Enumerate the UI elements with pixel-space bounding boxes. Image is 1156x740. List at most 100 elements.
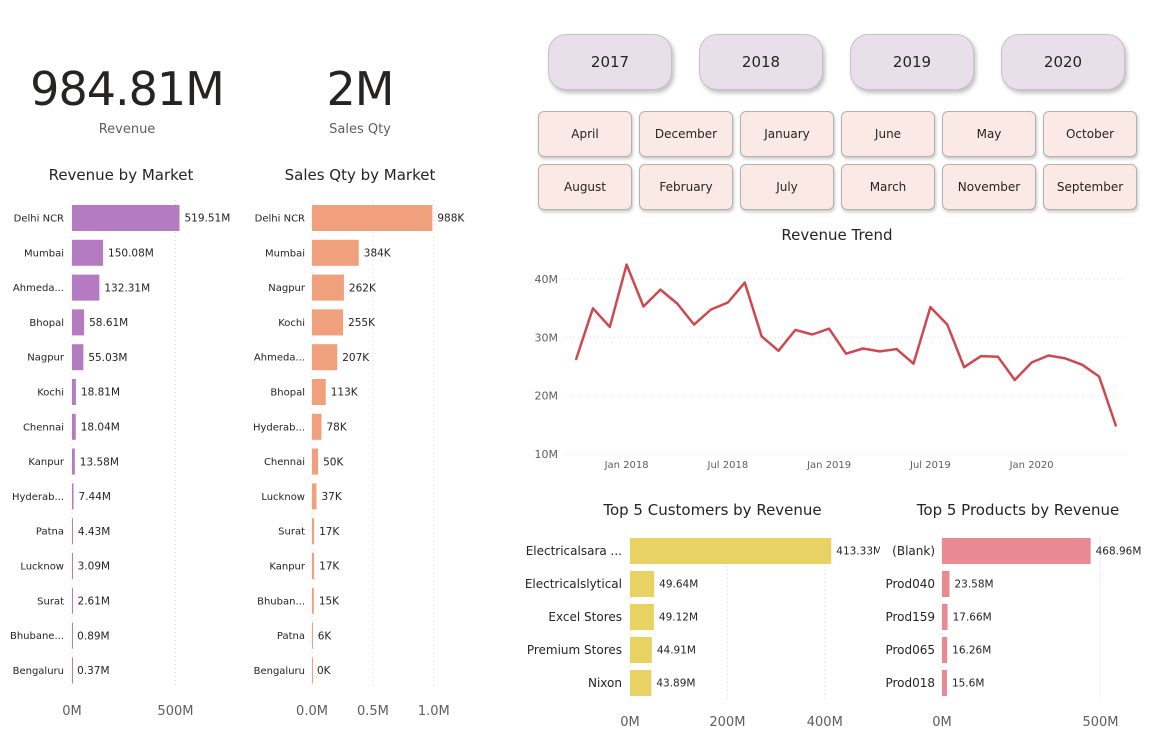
year-button-2018[interactable]: 2018 (699, 34, 823, 90)
trend-y-tick-label: 40M (535, 273, 559, 286)
salesqty-market-value-label: 78K (327, 421, 348, 433)
month-button-september[interactable]: September (1043, 164, 1137, 210)
trend-y-tick-label: 20M (535, 390, 559, 403)
year-button-2017[interactable]: 2017 (548, 34, 672, 90)
revenue-market-bar (72, 239, 104, 266)
salesqty-market-category-label: Kanpur (269, 562, 306, 573)
salesqty-market-value-label: 255K (348, 317, 376, 329)
revenue-market-category-label: Mumbai (24, 248, 64, 259)
revenue-market-value-label: 519.51M (184, 213, 230, 225)
salesqty-market-value-label: 6K (318, 630, 333, 642)
trend-y-tick-label: 30M (535, 331, 559, 344)
salesqty-market-bar (312, 274, 344, 301)
trend-x-tick-label: Jul 2018 (707, 460, 749, 471)
month-button-february[interactable]: February (639, 164, 733, 210)
revenue-market-value-label: 3.09M (78, 561, 110, 573)
product-bar (942, 538, 1091, 564)
salesqty-market-category-label: Bhuban... (257, 596, 305, 607)
revenue-market-bar (72, 205, 180, 231)
trend-x-tick-label: Jan 2020 (1009, 460, 1054, 471)
revenue-market-bar (72, 587, 73, 614)
trend-point (980, 355, 982, 357)
salesqty-market-value-label: 384K (364, 247, 392, 259)
year-button-2020[interactable]: 2020 (1001, 34, 1125, 90)
month-button-december[interactable]: December (639, 111, 733, 157)
year-button-2019[interactable]: 2019 (850, 34, 974, 90)
revenue-market-bar (72, 553, 73, 579)
salesqty-market-category-label: Patna (277, 631, 305, 642)
salesqty-market-bar (312, 309, 344, 336)
salesqty-market-value-label: 207K (342, 352, 370, 364)
revenue-market-bar (72, 448, 75, 475)
customer-value-label: 44.91M (657, 645, 696, 657)
salesqty-market-category-label: Mumbai (265, 248, 305, 259)
salesqty-market-value-label: 37K (322, 491, 343, 503)
trend-point (946, 323, 949, 326)
month-button-march[interactable]: March (841, 164, 935, 210)
salesqty-market-category-label: Delhi NCR (255, 214, 305, 225)
trend-point (828, 327, 830, 330)
product-value-label: 15.6M (952, 678, 984, 690)
revenue-market-category-label: Surat (37, 596, 64, 607)
product-value-label: 16.26M (952, 645, 991, 657)
revenue-market-value-label: 18.04M (81, 421, 120, 433)
revenue-kpi-label: Revenue (98, 122, 156, 137)
revenue-market-value-label: 4.43M (78, 526, 110, 538)
month-button-april[interactable]: April (538, 111, 632, 157)
month-button-may[interactable]: May (942, 111, 1036, 157)
product-category-label: Prod018 (885, 676, 935, 690)
salesqty-market-bar (312, 587, 314, 614)
revenue-market-category-label: Patna (36, 527, 64, 538)
sales-qty-kpi-value: 2M (326, 62, 395, 116)
salesqty-market-category-label: Surat (278, 527, 305, 538)
trend-point (1064, 357, 1067, 360)
product-bar (942, 571, 950, 597)
month-button-january[interactable]: January (740, 111, 834, 157)
salesqty-market-value-label: 50K (323, 456, 344, 468)
month-button-august[interactable]: August (538, 164, 632, 210)
trend-point (1098, 375, 1100, 378)
product-value-label: 17.66M (953, 612, 992, 624)
customer-bar (630, 538, 832, 564)
salesqty-market-bar (312, 205, 433, 231)
month-button-july[interactable]: July (740, 164, 834, 210)
customer-bar (630, 571, 655, 597)
salesqty-market-bar (312, 657, 313, 684)
salesqty-market-bar (312, 344, 338, 371)
customer-value-label: 413.33M (836, 546, 880, 558)
revenue-market-bar (72, 413, 76, 440)
revenue-by-market-title: Revenue by Market (48, 166, 194, 184)
product-tick-label: 500M (1082, 715, 1118, 730)
trend-point (862, 347, 864, 350)
customer-tick-label: 200M (709, 715, 745, 730)
trend-point (608, 326, 611, 328)
trend-point (1081, 364, 1084, 366)
trend-point (912, 362, 915, 365)
trend-point (710, 308, 712, 311)
revenue-market-bar (72, 274, 100, 301)
salesqty-market-tick-label: 0.0M (296, 704, 328, 719)
product-value-label: 23.58M (954, 579, 993, 591)
revenue-market-value-label: 55.03M (88, 352, 127, 364)
revenue-market-bar (72, 518, 73, 545)
trend-point (642, 305, 645, 308)
sales-qty-kpi-label: Sales Qty (329, 122, 391, 137)
salesqty-market-value-label: 17K (319, 526, 340, 538)
salesqty-market-bar (312, 448, 319, 475)
customer-tick-label: 0M (620, 715, 640, 730)
month-button-october[interactable]: October (1043, 111, 1137, 157)
month-button-june[interactable]: June (841, 111, 935, 157)
salesqty-market-value-label: 15K (319, 595, 340, 607)
customer-category-label: Electricalslytical (525, 577, 622, 591)
revenue-market-value-label: 0.89M (77, 630, 109, 642)
month-button-november[interactable]: November (942, 164, 1036, 210)
trend-point (777, 350, 780, 352)
customer-category-label: Premium Stores (527, 643, 622, 657)
trend-point (625, 263, 628, 266)
revenue-market-category-label: Lucknow (20, 562, 64, 573)
salesqty-market-category-label: Chennai (264, 457, 305, 468)
revenue-market-category-label: Chennai (23, 422, 64, 433)
salesqty-market-tick-label: 0.5M (357, 704, 389, 719)
salesqty-market-bar (312, 379, 326, 405)
revenue-market-value-label: 150.08M (108, 247, 154, 259)
